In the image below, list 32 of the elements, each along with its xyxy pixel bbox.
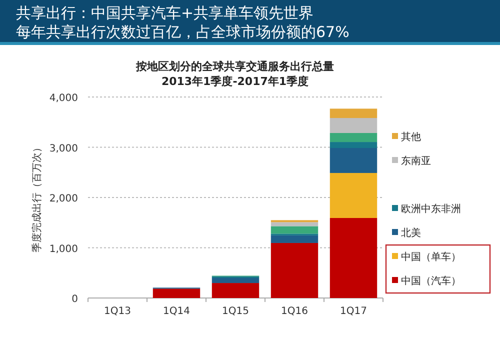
legend-label: 中国（汽车） bbox=[401, 275, 461, 287]
bar bbox=[330, 108, 378, 118]
legend-label: 东南亚 bbox=[401, 155, 431, 167]
y-tick-label: 0 bbox=[72, 294, 78, 305]
chart-title: 共享出行：中国共享汽车+共享单车领先世界 bbox=[16, 4, 314, 22]
legend-label: 欧洲中东非洲 bbox=[401, 203, 461, 215]
legend-label: 北美 bbox=[401, 227, 421, 239]
legend-label: 中国（单车） bbox=[401, 251, 461, 263]
bar bbox=[212, 283, 260, 298]
bar bbox=[330, 142, 378, 148]
bar bbox=[330, 118, 378, 133]
y-axis-title: 季度完成出行（百万次） bbox=[31, 142, 43, 252]
x-tick-label: 1Q14 bbox=[163, 306, 190, 317]
bar bbox=[212, 278, 260, 284]
x-tick-label: 1Q13 bbox=[104, 306, 131, 317]
y-tick-label: 4,000 bbox=[49, 93, 78, 104]
bar bbox=[270, 226, 318, 234]
chart-subtitle: 每年共享出行次数过百亿，占全球市场份额的67% bbox=[16, 23, 350, 41]
bar bbox=[270, 242, 318, 298]
y-tick-label: 2,000 bbox=[49, 194, 78, 204]
text: 2013年1季度-2017年1季度 bbox=[161, 75, 309, 88]
bar bbox=[152, 288, 200, 298]
bar bbox=[330, 132, 378, 142]
bar bbox=[270, 222, 318, 226]
x-tick-label: 1Q16 bbox=[281, 306, 308, 317]
y-tick-label: 3,000 bbox=[49, 143, 78, 154]
y-tick-label: 1,000 bbox=[49, 244, 78, 255]
text: 按地区划分的全球共享交通服务出行总量 bbox=[135, 60, 334, 73]
x-tick-label: 1Q17 bbox=[340, 306, 367, 317]
x-tick-label: 1Q15 bbox=[222, 306, 249, 317]
bar bbox=[270, 235, 318, 243]
legend-label: 其他 bbox=[401, 131, 421, 143]
